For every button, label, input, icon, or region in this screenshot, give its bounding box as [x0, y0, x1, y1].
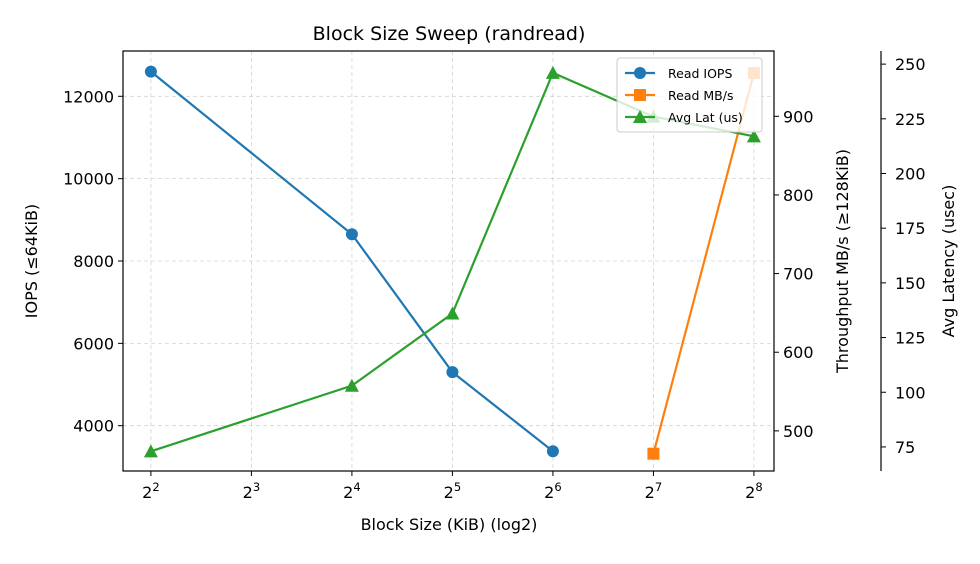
left-y-tick-label: 8000 — [73, 252, 114, 271]
data-point — [144, 65, 157, 78]
x-tick-label: 22 — [142, 480, 160, 502]
right2-y-tick-label: 175 — [895, 219, 926, 238]
data-point — [545, 65, 560, 79]
left-y-axis-label: IOPS (≤64KiB) — [22, 204, 41, 318]
right2-y-tick-label: 200 — [895, 165, 926, 184]
legend: Read IOPS Read MB/s Avg Lat (us) — [616, 57, 763, 133]
x-axis-label: Block Size (KiB) (log2) — [361, 515, 538, 534]
legend-swatch-marker — [634, 67, 646, 79]
right2-y-tick-label: 250 — [895, 55, 926, 74]
series-line — [652, 72, 755, 454]
x-tick-label: 27 — [645, 480, 663, 502]
legend-label: Avg Lat (us) — [668, 110, 743, 125]
left-y-tick-label: 4000 — [73, 417, 114, 436]
right2-y-tick-label: 225 — [895, 110, 926, 129]
right-y-tick-label: 600 — [783, 343, 814, 362]
series-read-iops — [144, 65, 559, 458]
right2-y-tick-label: 100 — [895, 383, 926, 402]
data-point — [647, 447, 660, 460]
data-point — [446, 366, 459, 379]
legend-swatch-marker — [634, 89, 646, 101]
right-y-tick-label: 700 — [783, 265, 814, 284]
series-line — [150, 70, 554, 453]
data-point — [345, 228, 358, 241]
data-point — [746, 129, 761, 143]
right2-y-axis-label: Avg Latency (usec) — [939, 185, 958, 338]
left-y-tick-label: 10000 — [63, 170, 114, 189]
data-point — [445, 306, 460, 320]
right2-y-tick-label: 150 — [895, 274, 926, 293]
data-point — [344, 378, 359, 392]
data-point — [143, 444, 158, 458]
legend-box — [616, 57, 763, 133]
right-y-tick-label: 800 — [783, 186, 814, 205]
legend-label: Read IOPS — [668, 66, 732, 81]
x-tick-label: 28 — [745, 480, 763, 502]
chart-title: Block Size Sweep (randread) — [313, 23, 586, 45]
right-y-tick-label: 900 — [783, 107, 814, 126]
right-y-tick-label: 500 — [783, 422, 814, 441]
x-tick-label: 26 — [544, 480, 562, 502]
legend-swatch-marker — [633, 110, 647, 123]
x-tick-label: 23 — [243, 480, 261, 502]
left-y-tick-label: 12000 — [63, 87, 114, 106]
data-point — [546, 445, 559, 458]
x-tick-label: 25 — [444, 480, 462, 502]
right2-y-tick-label: 125 — [895, 329, 926, 348]
legend-label: Read MB/s — [668, 88, 733, 103]
left-y-tick-label: 6000 — [73, 334, 114, 353]
right-y-axis-label: Throughput MB/s (≥128KiB) — [833, 149, 852, 374]
right2-y-tick-label: 75 — [895, 438, 915, 457]
x-tick-label: 24 — [343, 480, 361, 502]
